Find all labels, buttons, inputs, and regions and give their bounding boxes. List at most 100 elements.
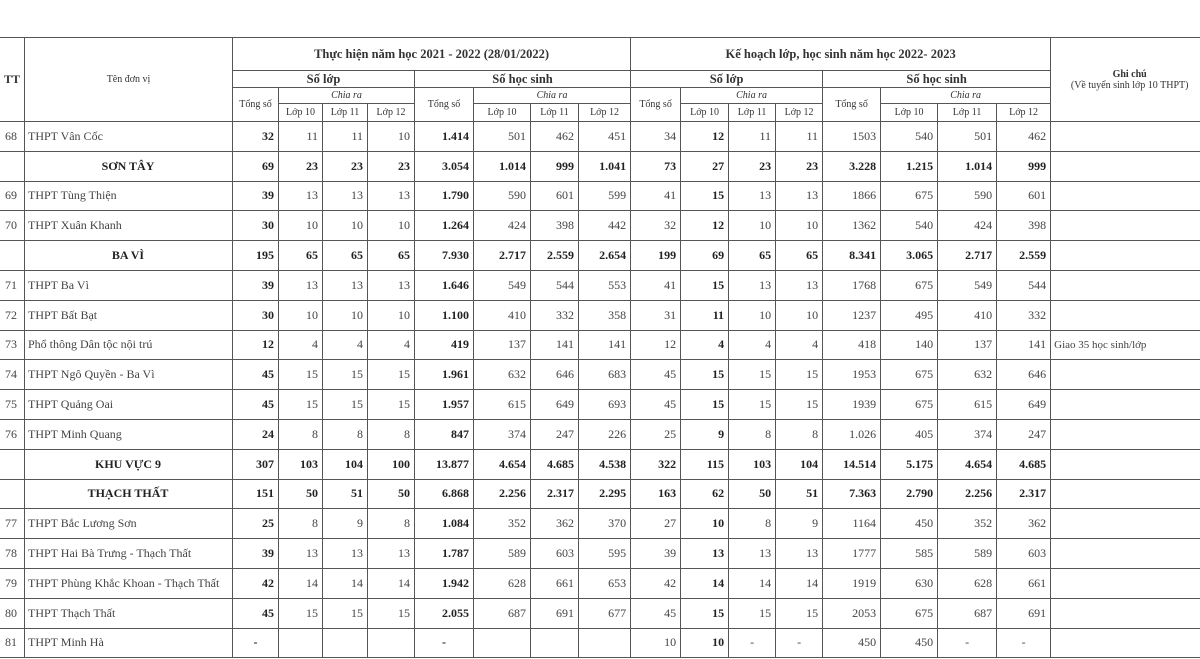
cell-value: 51: [322, 478, 368, 510]
cell-value: 2.717: [473, 240, 531, 271]
row-number: [0, 478, 25, 510]
cell-value: 8: [728, 508, 777, 540]
cell-value: 13: [775, 269, 824, 301]
cell-value: 15: [322, 389, 368, 420]
header-note-title: Ghi chú: [1112, 68, 1147, 80]
cell-value: 462: [996, 121, 1052, 152]
cell-value: 540: [880, 121, 939, 152]
cell-value: 13: [322, 180, 368, 212]
cell-value: 1.084: [414, 508, 474, 540]
header-note-subtitle: (Về tuyển sinh lớp 10 THPT): [1070, 79, 1189, 91]
group-row: SƠN TÂY 69 23 23 23 3.054 1.014 999 1.041 73 27 23 2…: [0, 150, 1200, 182]
cell-value: 1503: [822, 121, 882, 152]
unit-name: THPT Quảng Oai: [24, 389, 233, 420]
cell-value: 14: [775, 567, 824, 599]
cell-value: 39: [232, 180, 279, 212]
cell-value: 549: [473, 269, 531, 301]
table-row: 81 THPT Minh Hà - -10 10- -450 450- -: [0, 627, 1200, 659]
cell-value: 1.014: [473, 150, 531, 182]
row-number: 79: [0, 567, 25, 599]
cell-value: 195: [232, 240, 279, 271]
cell-value: 4: [728, 329, 777, 361]
unit-name: Phổ thông Dân tộc nội trú: [24, 329, 233, 361]
cell-value: 410: [473, 299, 531, 331]
cell-value: 15: [367, 597, 415, 629]
cell-value: 462: [530, 121, 579, 152]
note-cell: [1050, 567, 1200, 599]
cell-value: 615: [473, 389, 531, 420]
cell-value: -: [728, 627, 777, 659]
unit-name: THPT Vân Cốc: [24, 121, 233, 152]
header-lop11: Lớp 11: [728, 103, 777, 122]
cell-value: 42: [232, 567, 279, 599]
cell-value: 352: [937, 508, 998, 540]
cell-value: 595: [577, 538, 632, 569]
cell-value: 2.654: [577, 240, 632, 271]
note-cell: [1050, 389, 1200, 420]
cell-value: 632: [937, 359, 998, 391]
cell-value: 10: [278, 299, 323, 331]
cell-value: 1.100: [414, 299, 474, 331]
cell-value: 1164: [822, 508, 882, 540]
row-number: 68: [0, 121, 25, 152]
header-lop10: Lớp 10: [278, 103, 323, 122]
cell-value: 11: [728, 121, 777, 152]
cell-value: 65: [367, 240, 415, 271]
cell-value: 4: [775, 329, 824, 361]
cell-value: 10: [775, 210, 824, 242]
cell-value: 8: [322, 418, 368, 450]
cell-value: 13: [278, 180, 323, 212]
cell-value: 12: [232, 329, 279, 361]
cell-value: 362: [530, 508, 579, 540]
cell-value: 10: [680, 627, 730, 659]
cell-value: 362: [996, 508, 1052, 540]
header-chia-ra: Chia ra: [472, 87, 632, 104]
cell-value: 32: [630, 210, 682, 242]
cell-value: 553: [577, 269, 632, 301]
note-cell: [1050, 448, 1200, 480]
unit-name: BA VÌ: [24, 240, 233, 271]
table-row: 72 THPT Bất Bạt 30 10 10 10 1.100 410 332 358 31 11…: [0, 299, 1200, 331]
header-tong-so: Tổng số: [822, 87, 882, 122]
row-number: 76: [0, 418, 25, 450]
cell-value: 10: [728, 299, 777, 331]
row-number: 70: [0, 210, 25, 242]
note-cell: [1050, 150, 1200, 182]
note-cell: Giao 35 học sinh/lớp: [1050, 329, 1200, 361]
cell-value: 549: [937, 269, 998, 301]
cell-value: [530, 627, 579, 659]
cell-value: 10: [278, 210, 323, 242]
cell-value: 39: [630, 538, 682, 569]
cell-value: 14: [728, 567, 777, 599]
cell-value: 14.514: [822, 448, 882, 480]
cell-value: [322, 627, 368, 659]
cell-value: 687: [473, 597, 531, 629]
cell-value: 14: [680, 567, 730, 599]
cell-value: 103: [728, 448, 777, 480]
cell-value: 4: [278, 329, 323, 361]
unit-name: THPT Minh Hà: [24, 627, 233, 659]
cell-value: 15: [775, 359, 824, 391]
cell-value: 27: [630, 508, 682, 540]
cell-value: 424: [937, 210, 998, 242]
header-tt: TT: [0, 37, 25, 122]
cell-value: -: [232, 627, 279, 659]
cell-value: 14: [278, 567, 323, 599]
cell-value: 450: [880, 508, 939, 540]
header-tong-so: Tổng số: [630, 87, 682, 122]
cell-value: 451: [577, 121, 632, 152]
cell-value: 23: [367, 150, 415, 182]
cell-value: 15: [322, 597, 368, 629]
cell-value: 1.957: [414, 389, 474, 420]
cell-value: 398: [530, 210, 579, 242]
cell-value: 601: [530, 180, 579, 212]
cell-value: 24: [232, 418, 279, 450]
cell-value: 103: [278, 448, 323, 480]
cell-value: 13: [728, 269, 777, 301]
header-note: Ghi chú (Về tuyển sinh lớp 10 THPT): [1050, 37, 1200, 122]
cell-value: 9: [322, 508, 368, 540]
cell-value: 10: [728, 210, 777, 242]
cell-value: 628: [937, 567, 998, 599]
unit-name: THPT Hai Bà Trưng - Thạch Thất: [24, 538, 233, 569]
cell-value: 73: [630, 150, 682, 182]
